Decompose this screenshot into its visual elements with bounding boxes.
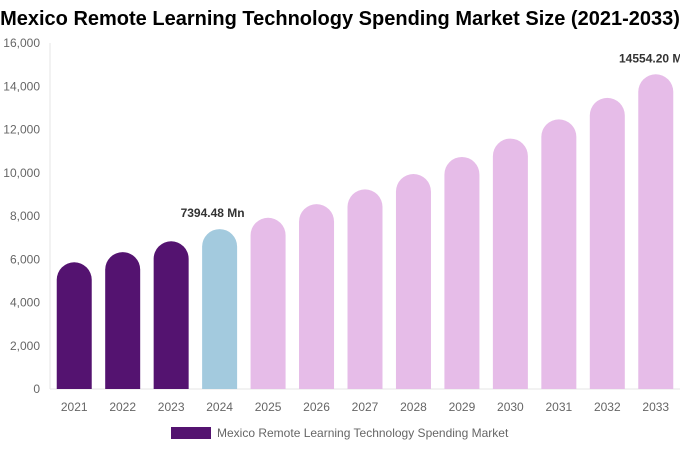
legend[interactable]: Mexico Remote Learning Technology Spendi… — [171, 426, 508, 440]
chart-title: Mexico Remote Learning Technology Spendi… — [0, 8, 680, 30]
x-tick-label: 2031 — [545, 400, 572, 414]
x-tick-label: 2032 — [594, 400, 621, 414]
bar-2026 — [299, 204, 335, 389]
y-tick-label: 10,000 — [3, 166, 40, 180]
bar-2023 — [153, 241, 189, 389]
x-tick-label: 2029 — [449, 400, 476, 414]
x-tick-label: 2028 — [400, 400, 427, 414]
y-tick-label: 14,000 — [3, 79, 40, 93]
bar-2022 — [105, 252, 141, 389]
y-tick-label: 12,000 — [3, 123, 40, 137]
bar-2031 — [541, 119, 577, 389]
bar-2028 — [395, 174, 431, 389]
y-tick-label: 0 — [33, 382, 40, 396]
x-tick-label: 2022 — [109, 400, 136, 414]
x-tick-label: 2030 — [497, 400, 524, 414]
x-tick-label: 2033 — [642, 400, 669, 414]
bar-2021 — [56, 262, 92, 389]
y-tick-label: 2,000 — [10, 339, 40, 353]
bar-2029 — [444, 156, 480, 389]
data-label: 14554.20 Mn — [619, 51, 680, 65]
x-tick-label: 2024 — [206, 400, 233, 414]
legend-swatch — [171, 427, 211, 439]
y-tick-label: 16,000 — [3, 36, 40, 50]
bar-2025 — [250, 217, 286, 389]
bar-2033 — [638, 74, 674, 389]
x-tick-label: 2026 — [303, 400, 330, 414]
y-tick-label: 8,000 — [10, 209, 40, 223]
bar-2027 — [347, 189, 383, 389]
x-tick-label: 2027 — [352, 400, 379, 414]
x-tick-label: 2023 — [158, 400, 185, 414]
y-tick-label: 4,000 — [10, 296, 40, 310]
x-tick-label: 2025 — [255, 400, 282, 414]
x-tick-label: 2021 — [61, 400, 88, 414]
data-label: 7394.48 Mn — [181, 206, 245, 220]
y-tick-label: 6,000 — [10, 252, 40, 266]
legend-label: Mexico Remote Learning Technology Spendi… — [217, 426, 509, 440]
bar-2030 — [492, 138, 528, 389]
bar-2024 — [202, 229, 238, 389]
bar-2032 — [589, 97, 625, 390]
